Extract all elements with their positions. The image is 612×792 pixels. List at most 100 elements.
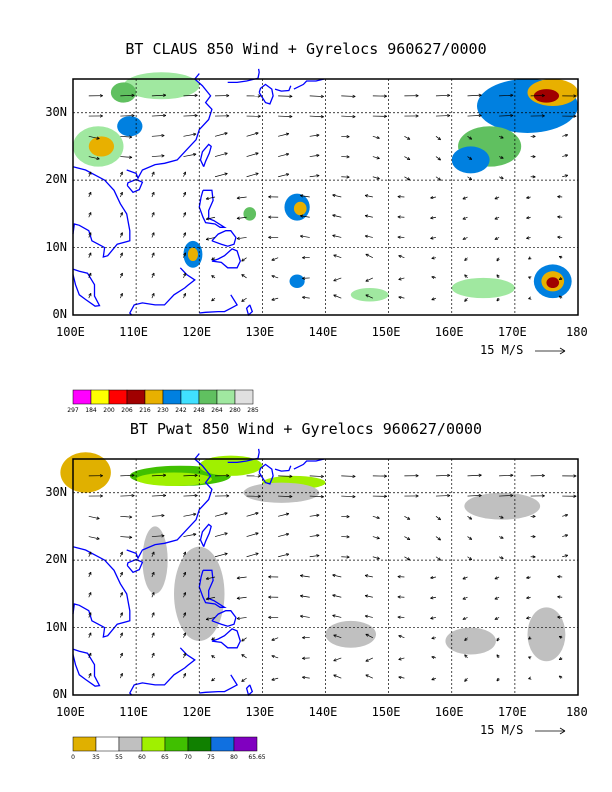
wind-vector <box>332 615 342 618</box>
wind-arrowhead <box>365 674 369 678</box>
wind-vector <box>88 612 92 618</box>
wind-vector <box>333 657 342 662</box>
wind-arrowhead <box>88 292 92 297</box>
wind-arrowhead <box>496 298 500 302</box>
wind-arrowhead <box>285 173 290 177</box>
wind-arrowhead <box>88 252 92 256</box>
shaded-area <box>533 89 560 103</box>
wind-arrowhead <box>99 94 103 98</box>
wind-vector <box>88 592 92 598</box>
wind-arrowhead <box>376 176 380 180</box>
wind-arrowhead <box>462 616 466 620</box>
lon-tick-label: 180 <box>566 325 588 339</box>
wind-vector <box>398 296 405 299</box>
wind-arrowhead <box>383 474 388 478</box>
wind-arrowhead <box>194 493 198 498</box>
wind-arrowhead <box>183 212 187 216</box>
wind-arrowhead <box>494 216 498 220</box>
coastline <box>126 73 213 180</box>
wind-vector <box>246 132 259 137</box>
wind-vector <box>120 551 123 557</box>
wind-arrowhead <box>365 278 369 282</box>
coastline <box>293 78 325 90</box>
wind-vector <box>462 196 468 200</box>
shaded-area <box>243 482 320 503</box>
wind-arrowhead <box>406 177 411 181</box>
wind-vector <box>120 536 133 538</box>
wind-vector <box>430 237 437 239</box>
wind-vector <box>435 115 450 117</box>
wind-vector <box>120 515 133 518</box>
shaded-area <box>183 240 203 268</box>
wind-arrowhead <box>464 257 468 262</box>
coastline <box>72 166 131 258</box>
wind-arrowhead <box>332 214 336 218</box>
colorbar-label: 280 <box>229 407 241 414</box>
lon-tick-label: 150E <box>371 705 401 719</box>
wind-arrowhead <box>564 554 569 558</box>
wind-vector <box>214 132 228 137</box>
wind-vector <box>278 95 293 97</box>
lat-tick-label: 10N <box>45 619 67 634</box>
wind-arrowhead <box>464 678 468 682</box>
wind-arrowhead <box>151 292 155 297</box>
wind-vector <box>498 556 504 559</box>
wind-arrowhead <box>352 114 356 119</box>
wind-arrowhead <box>468 136 473 140</box>
wind-vector <box>499 94 514 97</box>
wind-vector <box>88 171 92 177</box>
wind-vector <box>467 115 482 117</box>
wind-vector <box>562 514 568 517</box>
wind-vector <box>404 176 411 181</box>
wind-vector <box>435 556 441 561</box>
wind-vector <box>88 551 92 557</box>
wind-arrowhead <box>268 215 272 219</box>
wind-arrowhead <box>557 575 561 579</box>
wind-arrowhead <box>151 672 155 677</box>
wind-vector <box>88 156 100 160</box>
wind-arrowhead <box>464 637 468 642</box>
wind-arrowhead <box>316 533 320 538</box>
wind-arrowhead <box>557 615 561 619</box>
wind-arrowhead <box>478 493 482 498</box>
wind-arrowhead <box>151 252 155 256</box>
wind-vector <box>528 656 531 659</box>
wind-vector <box>498 515 504 519</box>
wind-arrowhead <box>447 473 451 478</box>
wind-vector <box>332 574 342 578</box>
wind-arrowhead <box>526 195 530 199</box>
coastline <box>72 648 101 687</box>
wind-vector <box>431 257 437 259</box>
wind-vector <box>214 532 228 537</box>
wind-arrowhead <box>320 495 324 499</box>
lat-tick-label: 30N <box>45 104 67 119</box>
shaded-area <box>60 452 111 493</box>
wind-arrowhead <box>300 234 304 238</box>
wind-arrowhead <box>241 654 245 658</box>
wind-vector <box>241 297 247 302</box>
wind-vector <box>88 536 100 540</box>
shaded-area <box>546 277 560 289</box>
wind-arrowhead <box>285 553 290 557</box>
wind-arrowhead <box>437 516 441 521</box>
wind-vector <box>151 495 166 497</box>
wind-vector <box>494 196 500 200</box>
wind-vector <box>467 94 482 97</box>
lon-tick-label: 140E <box>308 325 338 339</box>
wind-arrowhead <box>437 177 441 181</box>
wind-arrowhead <box>255 172 259 176</box>
wind-vector <box>404 536 411 540</box>
wind-arrowhead <box>88 191 92 196</box>
wind-vector <box>300 615 310 618</box>
wind-arrowhead <box>271 274 275 279</box>
wind-arrowhead <box>241 298 245 302</box>
wind-arrowhead <box>289 494 293 499</box>
wind-vector <box>151 535 165 537</box>
wind-arrowhead <box>255 152 259 156</box>
wind-vector <box>494 596 500 600</box>
wind-arrowhead <box>406 537 411 541</box>
wind-vector <box>332 594 342 598</box>
wind-vector <box>558 295 563 299</box>
wind-arrowhead <box>183 632 187 636</box>
